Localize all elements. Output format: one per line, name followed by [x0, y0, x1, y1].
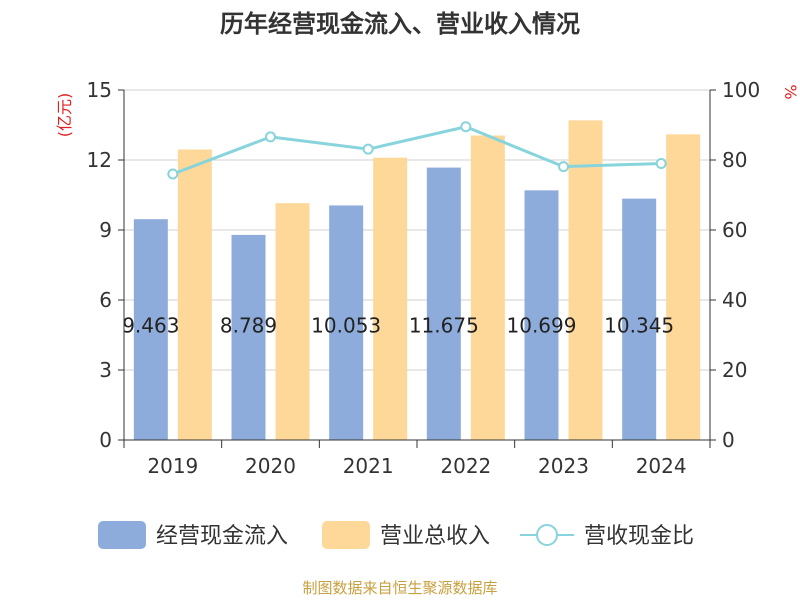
x-tick-label: 2021: [343, 454, 394, 478]
x-tick-label: 2022: [440, 454, 491, 478]
bar-经营现金流入: [524, 190, 559, 440]
bar-经营现金流入: [622, 198, 657, 440]
ratio-line-path: [172, 125, 662, 176]
ratio-point: [167, 168, 179, 180]
left-axis-unit: (亿元): [55, 93, 74, 138]
right-tick-label: 20: [722, 358, 747, 382]
bar-营业总收入: [177, 149, 212, 440]
legend: 经营现金流入 营业总收入 营收现金比: [98, 521, 694, 549]
right-axis-unit: %: [781, 84, 800, 99]
ratio-point: [460, 121, 472, 133]
x-tick-label: 2020: [245, 454, 296, 478]
left-tick-label: 6: [99, 288, 112, 312]
ratio-point: [362, 143, 374, 155]
bar-value-label: 10.345: [604, 314, 674, 338]
ratio-point: [265, 131, 276, 143]
legend-swatch: [98, 521, 146, 549]
legend-label: 营收现金比: [584, 524, 694, 549]
right-tick-label: 60: [722, 218, 747, 242]
bars: [133, 120, 701, 441]
bar-营业总收入: [373, 157, 408, 440]
x-tick-label: 2023: [538, 454, 589, 478]
bar-经营现金流入: [329, 205, 364, 440]
value-labels: 9.463 8.789 10.053 11.675 10.699 10.345: [122, 314, 674, 338]
bar-营业总收入: [568, 120, 603, 440]
bar-value-label: 9.463: [122, 314, 179, 338]
bar-营业总收入: [470, 135, 505, 440]
legend-swatch: [322, 521, 370, 549]
x-tick-label: 2019: [147, 454, 198, 478]
right-tick-label: 0: [722, 428, 735, 452]
footer-source: 制图数据来自恒生聚源数据库: [302, 579, 497, 597]
left-tick-label: 0: [99, 428, 112, 452]
bar-营业总收入: [275, 203, 310, 440]
right-tick-label: 40: [722, 288, 747, 312]
ratio-point: [558, 161, 569, 173]
chart-title: 历年经营现金流入、营业收入情况: [220, 10, 580, 38]
bar-value-label: 11.675: [409, 314, 479, 338]
right-tick-label: 100: [722, 78, 760, 102]
left-tick-label: 3: [99, 358, 112, 382]
legend-label: 营业总收入: [380, 524, 490, 549]
axes: 0 3 6 9 12 15 0 20 40 60 80 100 2019 2020 2021 2022 2023…: [87, 78, 761, 478]
bar-经营现金流入: [231, 234, 266, 440]
bar-营业总收入: [666, 134, 701, 441]
ratio-point: [655, 158, 667, 169]
legend-label: 经营现金流入: [156, 524, 288, 549]
ratio-line: [167, 121, 667, 180]
left-tick-label: 9: [99, 218, 112, 242]
bar-value-label: 10.053: [311, 314, 381, 338]
bar-value-label: 10.699: [507, 314, 577, 338]
left-tick-label: 15: [87, 78, 112, 102]
gridlines: [124, 89, 710, 371]
bar-value-label: 8.789: [220, 314, 277, 338]
x-tick-label: 2024: [636, 454, 687, 478]
right-tick-label: 80: [722, 148, 747, 172]
bar-经营现金流入: [133, 219, 168, 440]
bar-经营现金流入: [426, 167, 461, 441]
left-tick-label: 12: [87, 148, 112, 172]
legend-marker: [536, 524, 558, 546]
